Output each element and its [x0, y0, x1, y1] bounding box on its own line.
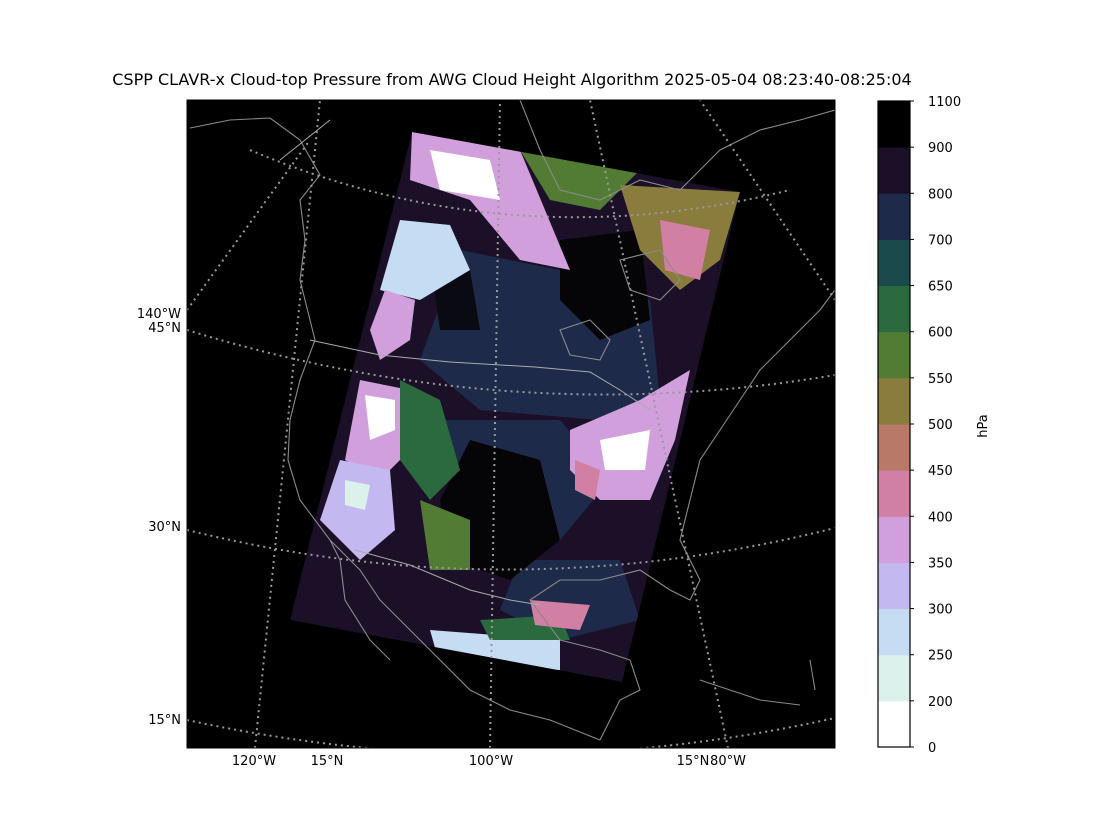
borders	[279, 119, 651, 606]
colorbar-tick-label: 400	[928, 510, 953, 525]
lon-label-140w: 140°W	[137, 307, 181, 322]
colorbar-tick-label: 350	[928, 556, 953, 571]
colorbar-segment	[878, 285, 910, 333]
colorbar-tick-label: 550	[928, 372, 953, 387]
colorbar-tick-label: 300	[928, 603, 953, 618]
colorbar-tick-label: 250	[928, 649, 953, 664]
coastlines	[189, 100, 835, 741]
colorbar-tick-label: 700	[928, 233, 953, 248]
colorbar-tick-label: 1100	[928, 95, 961, 110]
colorbar-tick-label: 900	[928, 141, 953, 156]
map-title: CSPP CLAVR-x Cloud-top Pressure from AWG…	[112, 70, 912, 89]
colorbar-tick-label: 450	[928, 464, 953, 479]
colorbar-segment	[878, 377, 910, 425]
colorbar-tick-label: 500	[928, 418, 953, 433]
lon-label-80w: 80°W	[710, 754, 746, 769]
colorbar-segment	[878, 239, 910, 287]
map-frame	[186, 99, 836, 749]
lat-label-45n: 45°N	[148, 321, 181, 336]
colorbar-segment	[878, 562, 910, 610]
colorbar-tick-label: 650	[928, 280, 953, 295]
colorbar-segment	[878, 101, 910, 148]
colorbar-tick-label: 800	[928, 187, 953, 202]
colorbar-label: hPa	[976, 414, 991, 437]
colorbar-tick-label: 0	[928, 741, 936, 756]
colorbar-segment	[878, 700, 910, 748]
lat-label-15n-bottom-right: 15°N	[677, 754, 710, 769]
colorbar-segment	[878, 654, 910, 702]
lat-label-15n: 15°N	[148, 713, 181, 728]
colorbar-segment	[878, 470, 910, 517]
colorbar-segment	[878, 608, 910, 656]
lat-label-15n-bottom-left: 15°N	[311, 754, 344, 769]
lat-label-30n: 30°N	[148, 520, 181, 535]
graticule	[187, 100, 835, 748]
lon-label-100w: 100°W	[469, 754, 513, 769]
satellite-swath	[290, 132, 740, 682]
lon-label-120w: 120°W	[232, 754, 276, 769]
colorbar-segment	[878, 331, 910, 379]
colorbar-tick-label: 600	[928, 326, 953, 341]
colorbar-segment	[878, 147, 910, 194]
colorbar: 0 200 250 300 350 400 450 500 550 600 650 700 800 900…	[877, 95, 961, 756]
colorbar-segment	[878, 193, 910, 240]
colorbar-tick-label: 200	[928, 695, 953, 710]
colorbar-segment	[878, 516, 910, 563]
colorbar-segment	[878, 424, 910, 471]
